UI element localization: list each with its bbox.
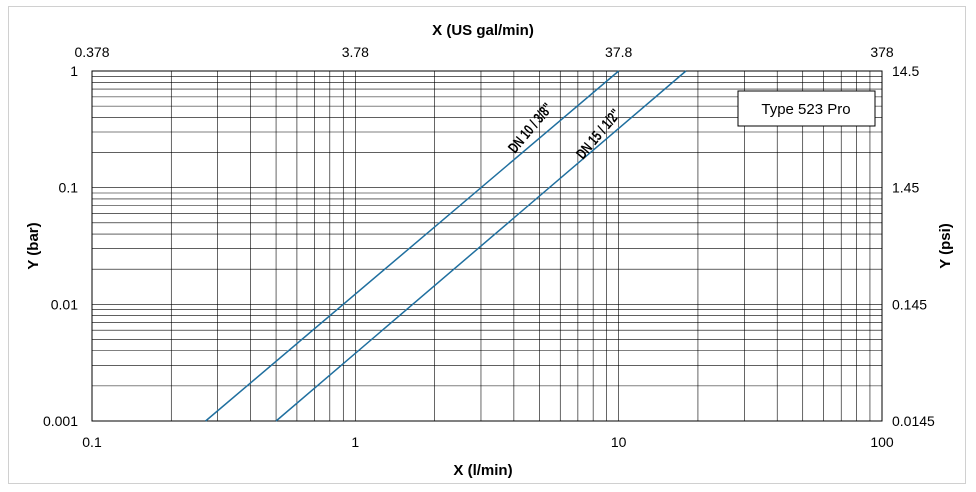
series-group bbox=[205, 70, 687, 422]
y2-tick-label: 14.5 bbox=[892, 63, 919, 79]
y2-axis-title: Y (psi) bbox=[937, 223, 954, 269]
y-tick-label: 0.1 bbox=[59, 180, 79, 196]
x-tick-label: 0.1 bbox=[82, 434, 102, 450]
y-tick-label: 0.01 bbox=[51, 296, 78, 312]
x-axis-title: X (l/min) bbox=[453, 462, 512, 479]
y-tick-label: 1 bbox=[70, 63, 78, 79]
y-tick-label: 0.001 bbox=[43, 413, 78, 429]
y2-tick-label: 0.145 bbox=[892, 296, 927, 312]
x2-axis-title: X (US gal/min) bbox=[432, 22, 534, 39]
series-line-0 bbox=[205, 70, 620, 422]
x2-tick-label: 37.8 bbox=[605, 44, 632, 60]
x2-tick-label: 3.78 bbox=[342, 44, 369, 60]
y2-tick-label: 0.0145 bbox=[892, 413, 935, 429]
plot-area bbox=[91, 70, 883, 422]
x-tick-label: 1 bbox=[351, 434, 359, 450]
y2-tick-label: 1.45 bbox=[892, 180, 919, 196]
series-line-1 bbox=[275, 70, 687, 422]
x-tick-label: 100 bbox=[870, 434, 894, 450]
annotation-label: Type 523 Pro bbox=[761, 101, 850, 118]
y-axis-title: Y (bar) bbox=[25, 222, 42, 269]
series-label-dn15: DN 15 / 1/2" bbox=[572, 105, 624, 162]
series-label-dn10: DN 10 / 3/8" bbox=[504, 99, 556, 156]
x2-tick-label: 0.378 bbox=[74, 44, 109, 60]
x-tick-label: 10 bbox=[611, 434, 627, 450]
chart-frame bbox=[8, 6, 966, 484]
x2-tick-label: 378 bbox=[870, 44, 894, 60]
grid bbox=[92, 71, 882, 421]
tick-labels: 0.1 1 10 100 0.378 3.78 37.8 378 0.001 0.01 0.1 1 0.… bbox=[43, 44, 935, 450]
annotation-box: Type 523 Pro bbox=[737, 90, 876, 127]
